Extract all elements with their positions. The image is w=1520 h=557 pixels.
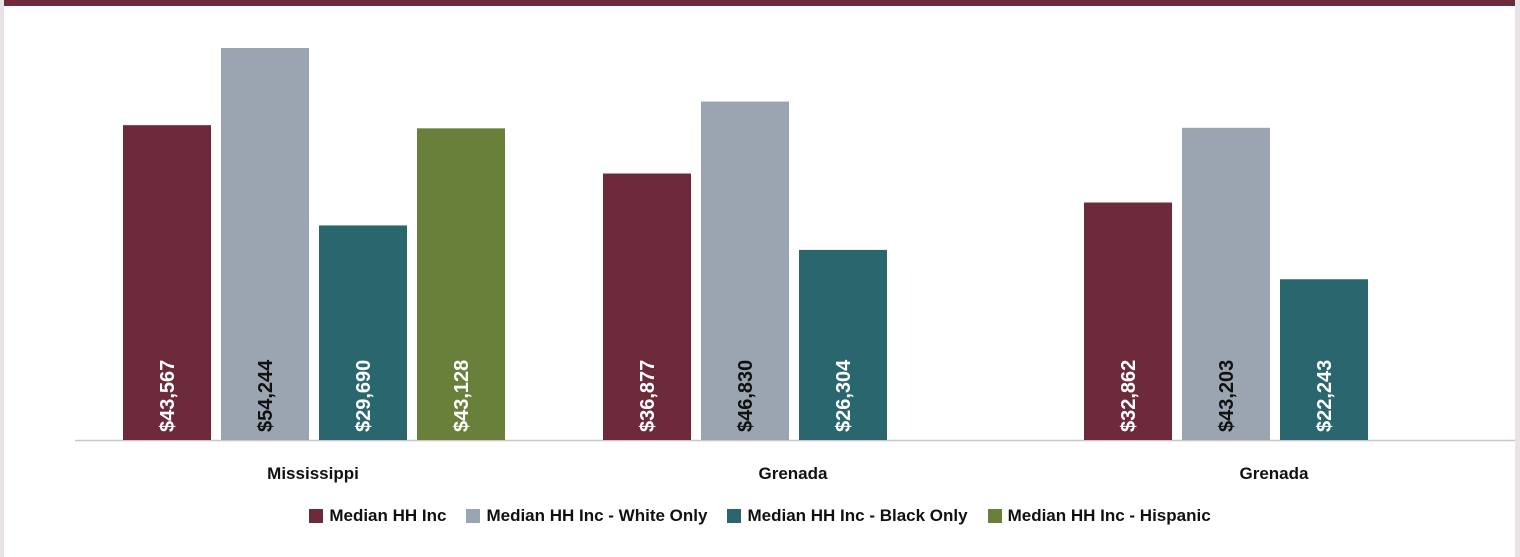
legend-label: Median HH Inc - Black Only bbox=[747, 506, 968, 525]
bar bbox=[1084, 202, 1172, 440]
bar bbox=[701, 101, 789, 440]
legend-swatch bbox=[727, 509, 742, 523]
legend-label: Median HH Inc bbox=[329, 506, 447, 525]
legend-swatch bbox=[466, 509, 481, 523]
data-label: $43,567 bbox=[157, 360, 179, 432]
data-label: $26,304 bbox=[833, 359, 855, 432]
legend-swatch bbox=[309, 509, 324, 523]
data-label: $36,877 bbox=[637, 360, 659, 432]
bar bbox=[417, 128, 505, 441]
data-label: $22,243 bbox=[1314, 360, 1336, 432]
data-label: $43,203 bbox=[1216, 360, 1238, 432]
legend-item: Median HH Inc - White Only bbox=[466, 506, 707, 526]
bar bbox=[221, 48, 309, 440]
legend-item: Median HH Inc - Hispanic bbox=[987, 506, 1211, 526]
category-label: Grenada bbox=[759, 464, 829, 483]
data-label: $54,244 bbox=[255, 359, 277, 432]
category-label: Grenada bbox=[1240, 464, 1310, 483]
bar bbox=[603, 173, 691, 440]
bar bbox=[1280, 279, 1368, 440]
bar bbox=[123, 125, 211, 440]
top-accent-bar bbox=[0, 0, 1520, 6]
legend-swatch bbox=[987, 509, 1002, 523]
legend-item: Median HH Inc bbox=[309, 506, 446, 526]
bar-chart: $43,567 $54,244 $29,690 $43,128 Mississippi $… bbox=[75, 48, 1515, 483]
frame-left-border bbox=[0, 0, 4, 557]
frame-right-border bbox=[1515, 0, 1520, 557]
legend-item: Median HH Inc - Black Only bbox=[727, 506, 968, 526]
bar bbox=[1182, 127, 1270, 441]
bar bbox=[319, 225, 407, 440]
data-label: $29,690 bbox=[353, 360, 375, 432]
bar bbox=[799, 249, 887, 440]
chart-legend: Median HH Inc Median HH Inc - White Only M… bbox=[0, 506, 1520, 526]
data-label: $43,128 bbox=[451, 360, 473, 432]
data-label: $46,830 bbox=[735, 360, 757, 432]
data-label: $32,862 bbox=[1118, 360, 1140, 432]
legend-label: Median HH Inc - Hispanic bbox=[1007, 506, 1211, 525]
legend-label: Median HH Inc - White Only bbox=[486, 506, 708, 525]
category-label: Mississippi bbox=[267, 464, 359, 483]
